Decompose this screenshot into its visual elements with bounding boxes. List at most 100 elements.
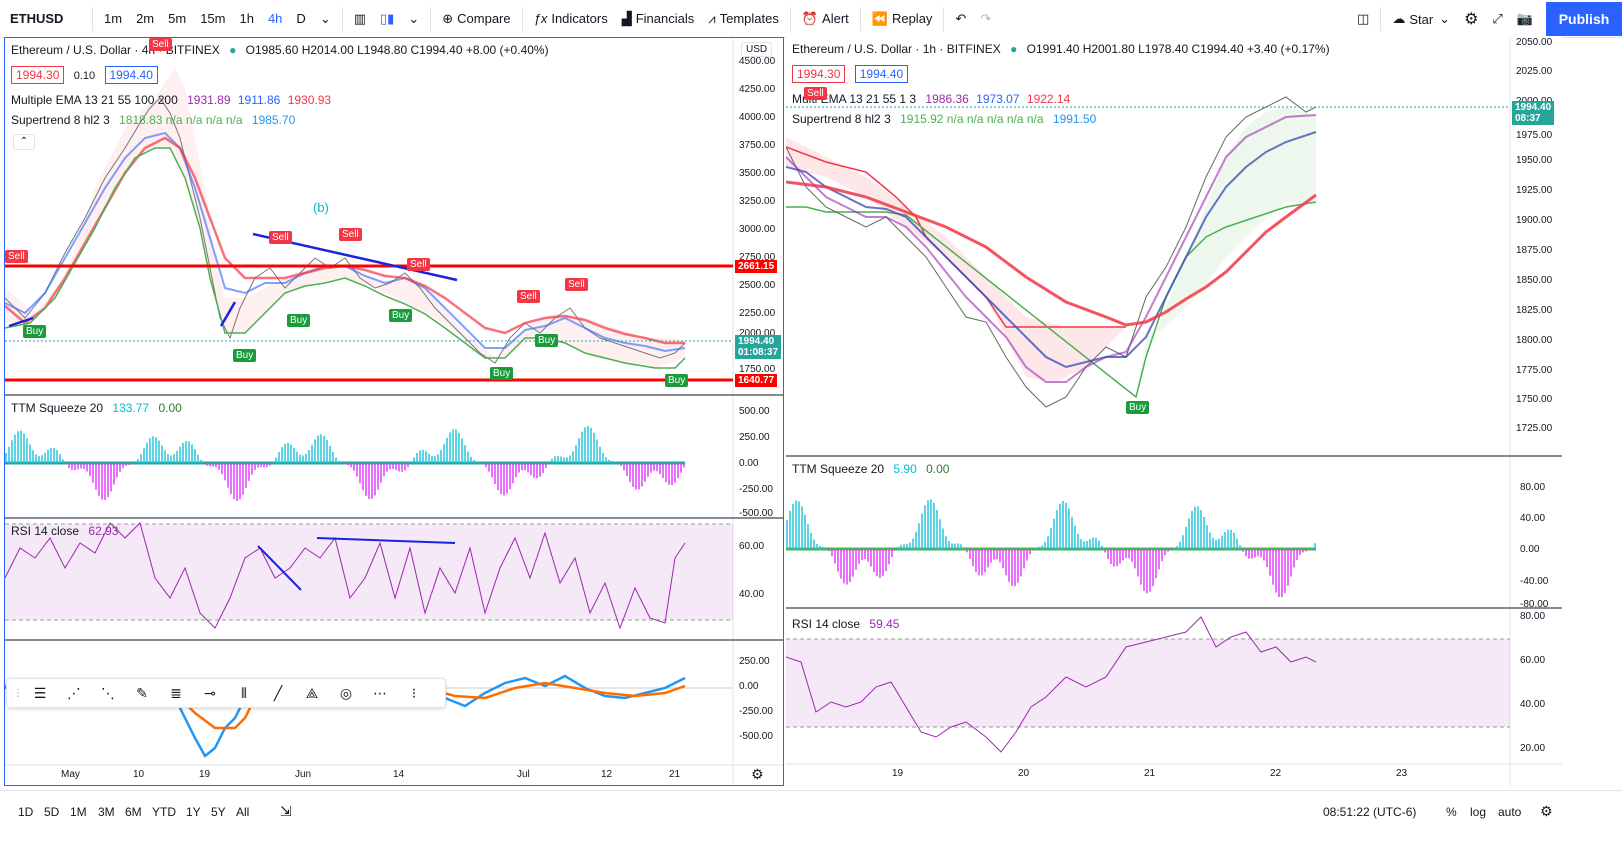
left-tick: 4000.00 bbox=[739, 112, 776, 123]
layout-icon[interactable]: ◫ bbox=[1357, 11, 1370, 26]
right-rsi-legend[interactable]: RSI 14 close 59.45 bbox=[792, 617, 905, 631]
range-1y[interactable]: 1Y bbox=[186, 805, 201, 819]
axis-settings-gear-icon[interactable]: ⚙ bbox=[751, 766, 764, 782]
left-rsi-label: RSI 14 close bbox=[11, 524, 80, 538]
auto-scale-button[interactable]: auto bbox=[1498, 805, 1522, 819]
tf-1m[interactable]: 1m bbox=[104, 11, 123, 26]
cloud-icon: ☁ bbox=[1392, 11, 1406, 26]
percent-scale-button[interactable]: % bbox=[1446, 805, 1457, 819]
left-ask-box[interactable]: 1994.40 bbox=[104, 66, 158, 84]
date-range-icon[interactable]: ⇲ bbox=[280, 803, 292, 819]
bottom-toolbar: 1D 5D 1M 3M 6M YTD 1Y 5Y All ⇲ 08:51:22 … bbox=[0, 790, 1622, 848]
tf-5m[interactable]: 5m bbox=[168, 11, 187, 26]
left-ema-legend[interactable]: Multiple EMA 13 21 55 100 200 1931.89 19… bbox=[11, 93, 337, 107]
right-rsi-line bbox=[786, 616, 1317, 753]
symbol-search[interactable]: ETHUSD bbox=[10, 11, 64, 26]
financials-button[interactable]: ▟ Financials bbox=[615, 4, 702, 34]
range-3m[interactable]: 3M bbox=[98, 805, 115, 819]
left-bid-box[interactable]: 1994.30 bbox=[11, 66, 65, 84]
drag-handle-icon[interactable]: ⋮ bbox=[13, 687, 23, 699]
separator bbox=[859, 6, 861, 31]
settings-list-icon[interactable]: ⁝ bbox=[411, 684, 417, 701]
right-st-last: 1991.50 bbox=[1052, 112, 1097, 126]
fib-icon[interactable]: ≣ bbox=[170, 684, 182, 701]
elliott-wave-icon[interactable]: ⋰ bbox=[67, 684, 81, 701]
separator bbox=[1380, 7, 1382, 31]
parallel-channel-icon[interactable]: ⋯ bbox=[373, 684, 387, 701]
left-sq-tick: -500.00 bbox=[739, 508, 773, 519]
indicators-button[interactable]: ƒx Indicators bbox=[527, 4, 615, 34]
buy-signal: Buy bbox=[490, 367, 514, 380]
right-last-price-value: 1994.40 bbox=[1515, 102, 1552, 113]
range-6m[interactable]: 6M bbox=[125, 805, 142, 819]
right-bid-box[interactable]: 1994.30 bbox=[792, 65, 846, 83]
left-date: 14 bbox=[393, 769, 405, 780]
wave-label-b: (b) bbox=[313, 200, 329, 215]
left-tick: 3250.00 bbox=[739, 196, 776, 207]
tf-2m[interactable]: 2m bbox=[136, 11, 155, 26]
alert-button[interactable]: ⏰ Alert bbox=[795, 4, 856, 34]
tf-15m[interactable]: 15m bbox=[200, 11, 226, 26]
candle-style-icon[interactable]: ▯▮ bbox=[380, 10, 395, 26]
left-tick: 2500.00 bbox=[739, 280, 776, 291]
ray-icon[interactable]: ⊸ bbox=[204, 684, 216, 701]
clock-time[interactable]: 08:51:22 (UTC-6) bbox=[1323, 805, 1417, 819]
right-sq-tick: -40.00 bbox=[1520, 576, 1549, 587]
replay-button[interactable]: ⏪ Replay bbox=[865, 4, 940, 34]
right-squeeze-legend[interactable]: TTM Squeeze 20 5.90 0.00 bbox=[792, 462, 955, 476]
gann-icon[interactable]: ◎ bbox=[339, 684, 353, 701]
left-rsi-legend[interactable]: RSI 14 close 62.93 bbox=[11, 524, 124, 538]
tf-d[interactable]: D bbox=[296, 11, 306, 26]
right-chart-svg[interactable] bbox=[786, 37, 1562, 786]
pencil-icon[interactable]: ✎ bbox=[136, 684, 148, 701]
chart-type-dropdown-icon[interactable]: ⌄ bbox=[408, 10, 420, 26]
tf-1h[interactable]: 1h bbox=[239, 11, 254, 26]
right-tick: 1800.00 bbox=[1516, 335, 1553, 346]
right-tick: 1950.00 bbox=[1516, 155, 1553, 166]
right-title-row: Ethereum / U.S. Dollar · 1h · BITFINEX ●… bbox=[792, 42, 1336, 56]
templates-button[interactable]: ⩘ Templates bbox=[701, 4, 786, 34]
horizontal-lines-icon[interactable]: ☰ bbox=[33, 684, 47, 701]
range-1d[interactable]: 1D bbox=[18, 805, 34, 819]
undo-icon[interactable]: ↶ bbox=[955, 10, 967, 26]
level-bottom-label: 1640.77 bbox=[735, 374, 778, 387]
volume-profile-icon[interactable]: ⦀ bbox=[240, 684, 248, 701]
bar-chart-icon: ▟ bbox=[621, 10, 632, 26]
publish-button[interactable]: Publish bbox=[1546, 2, 1622, 36]
range-5d[interactable]: 5D bbox=[44, 805, 60, 819]
camera-icon[interactable]: 📷 bbox=[1516, 11, 1533, 26]
range-all[interactable]: All bbox=[236, 805, 250, 819]
right-tick: 1750.00 bbox=[1516, 394, 1553, 405]
countdown-value: 01:08:37 bbox=[738, 347, 779, 358]
chevron-down-icon: ⌄ bbox=[1439, 11, 1451, 26]
collapse-legend-button[interactable]: ⌃ bbox=[13, 134, 35, 150]
scale-settings-gear-icon[interactable]: ⚙ bbox=[1540, 803, 1553, 819]
currency-selector[interactable]: USD bbox=[741, 42, 773, 57]
redo-icon[interactable]: ↷ bbox=[980, 10, 992, 26]
left-ema-val-3: 1930.93 bbox=[287, 93, 332, 107]
range-ytd[interactable]: YTD bbox=[152, 805, 176, 819]
fullscreen-icon[interactable]: ⤢ bbox=[1492, 11, 1503, 26]
left-squeeze-legend[interactable]: TTM Squeeze 20 133.77 0.00 bbox=[11, 401, 188, 415]
tf-4h[interactable]: 4h bbox=[267, 11, 283, 26]
range-5y[interactable]: 5Y bbox=[211, 805, 226, 819]
right-ema-legend[interactable]: Multi EMA 13 21 55 1 3 1986.36 1973.07 1… bbox=[792, 92, 1076, 106]
trendline-icon[interactable]: ╱ bbox=[273, 684, 283, 701]
right-ask-box[interactable]: 1994.40 bbox=[854, 65, 909, 83]
tf-dropdown-icon[interactable]: ⌄ bbox=[319, 10, 331, 26]
abc-pattern-icon[interactable]: ⋱ bbox=[101, 684, 115, 701]
settings-gear-icon[interactable]: ⚙ bbox=[1464, 11, 1479, 28]
sell-signal: Sell bbox=[269, 231, 292, 244]
log-scale-button[interactable]: log bbox=[1470, 805, 1487, 819]
buy-signal: Buy bbox=[1126, 401, 1150, 414]
right-rsi-tick: 60.00 bbox=[1520, 655, 1546, 666]
left-supertrend-legend[interactable]: Supertrend 8 hl2 3 1818.83 n/a n/a n/a n… bbox=[11, 113, 301, 127]
star-button[interactable]: ☁ Star ⌄ bbox=[1385, 4, 1457, 34]
right-supertrend-legend[interactable]: Supertrend 8 hl2 3 1915.92 n/a n/a n/a n… bbox=[792, 112, 1102, 126]
range-1m[interactable]: 1M bbox=[70, 805, 87, 819]
left-chart-svg[interactable] bbox=[5, 38, 784, 786]
bar-style-icon[interactable]: ▥ bbox=[353, 10, 367, 26]
compare-button[interactable]: ⊕ Compare bbox=[435, 4, 517, 34]
right-tick: 1775.00 bbox=[1516, 365, 1553, 376]
pattern-icon[interactable]: ⟁ bbox=[305, 684, 319, 701]
